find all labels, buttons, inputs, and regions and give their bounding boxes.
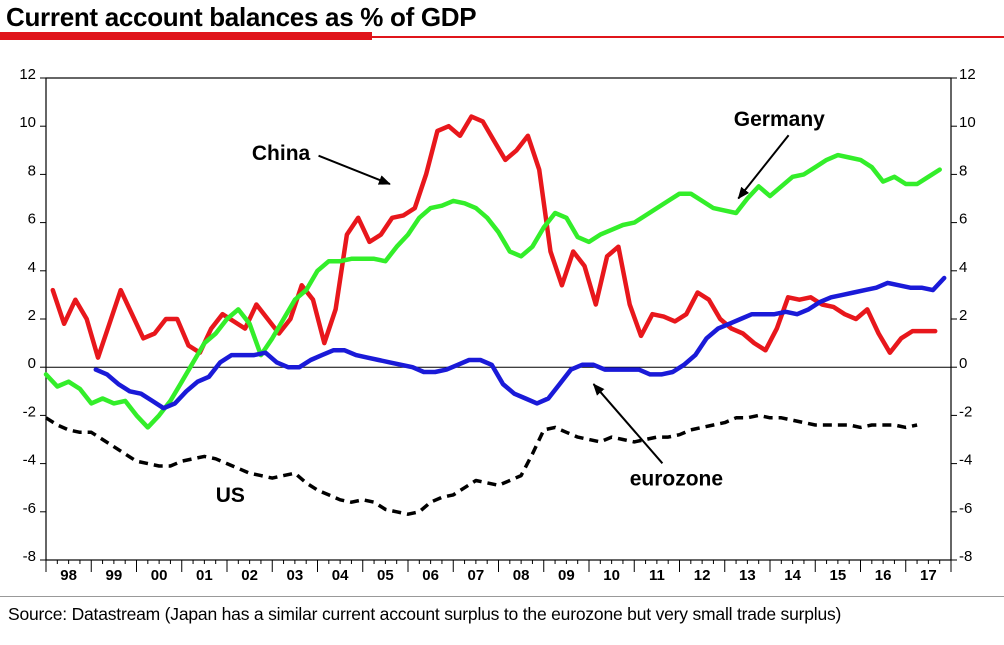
y-tick-label-left: 4 — [28, 259, 36, 276]
y-tick-label-left: 6 — [28, 211, 36, 228]
y-tick-label-left: 10 — [19, 114, 36, 131]
y-tick-label-left: -4 — [23, 452, 36, 469]
y-tick-label-right: -8 — [959, 548, 972, 565]
y-tick-label-right: -4 — [959, 452, 972, 469]
x-tick-label: 05 — [377, 567, 394, 584]
x-tick-label: 00 — [151, 567, 168, 584]
series-line-eurozone — [93, 275, 947, 411]
title-rule — [372, 36, 1004, 38]
y-tick-label-left: -2 — [23, 403, 36, 420]
y-tick-label-left: -6 — [23, 500, 36, 517]
y-tick-label-right: -2 — [959, 403, 972, 420]
annotation-china: China — [252, 142, 311, 165]
y-tick-label-left: 2 — [28, 307, 36, 324]
x-tick-label: 13 — [739, 567, 756, 584]
x-tick-label: 99 — [106, 567, 123, 584]
x-tick-label: 11 — [649, 567, 665, 584]
x-tick-label: 12 — [694, 567, 711, 584]
y-tick-label-left: 0 — [28, 355, 36, 372]
x-tick-label: 01 — [196, 567, 213, 584]
annotation-us: US — [216, 484, 245, 507]
x-tick-label: 04 — [332, 567, 349, 584]
x-tick-label: 06 — [422, 567, 439, 584]
source-note: Source: Datastream (Japan has a similar … — [8, 604, 842, 624]
annotation-arrow-germany — [737, 134, 790, 200]
y-tick-label-left: -8 — [23, 548, 36, 565]
y-tick-label-right: -6 — [959, 500, 972, 517]
x-tick-label: 10 — [603, 567, 620, 584]
annotation-arrow-eurozone — [592, 383, 664, 464]
x-tick-label: 08 — [513, 567, 530, 584]
y-tick-label-right: 4 — [959, 259, 967, 276]
x-tick-label: 98 — [60, 567, 77, 584]
x-tick-label: 03 — [287, 567, 304, 584]
x-tick-label: 14 — [784, 567, 801, 584]
annotation-eurozone: eurozone — [630, 467, 723, 490]
series-line-china — [50, 114, 938, 360]
series-line-germany — [43, 152, 942, 430]
x-tick-label: 15 — [830, 567, 847, 584]
y-tick-label-right: 2 — [959, 307, 967, 324]
series-line-us — [45, 413, 918, 516]
x-tick-label: 02 — [241, 567, 258, 584]
y-tick-label-left: 12 — [19, 66, 36, 83]
x-tick-label: 09 — [558, 567, 575, 584]
x-tick-label: 16 — [875, 567, 892, 584]
chart-title: Current account balances as % of GDP — [6, 2, 477, 32]
y-tick-label-right: 12 — [959, 66, 976, 83]
y-tick-label-right: 6 — [959, 211, 967, 228]
annotation-germany: Germany — [734, 108, 825, 131]
footer-rule — [0, 596, 1004, 597]
x-tick-label: 07 — [468, 567, 485, 584]
x-tick-label: 17 — [920, 567, 937, 584]
annotation-arrow-china — [318, 154, 391, 185]
title-accent-bar — [0, 32, 372, 40]
y-tick-label-right: 8 — [959, 162, 967, 179]
y-tick-label-left: 8 — [28, 162, 36, 179]
y-tick-label-right: 0 — [959, 355, 967, 372]
y-tick-label-right: 10 — [959, 114, 976, 131]
